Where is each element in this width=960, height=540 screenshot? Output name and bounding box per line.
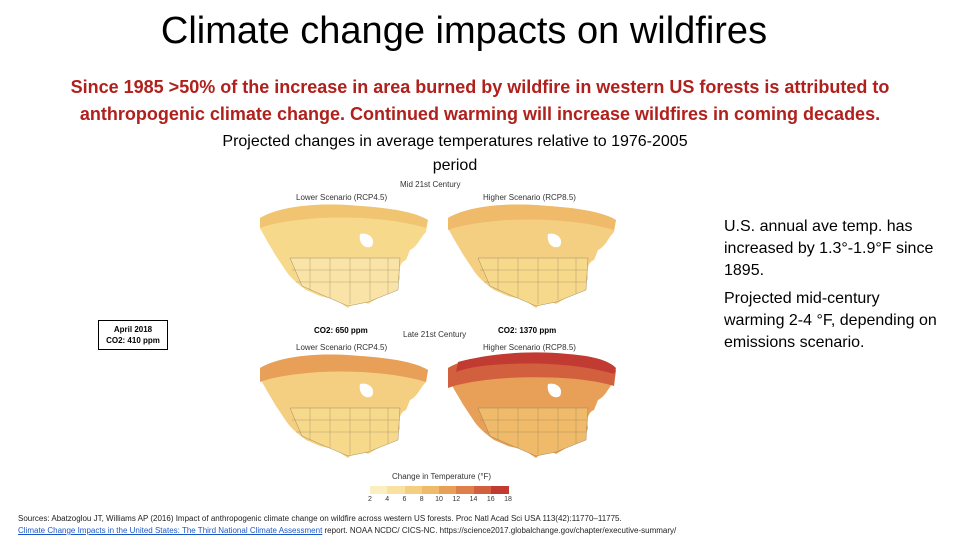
legend-swatch [421, 486, 440, 494]
us-temp-increase-text: U.S. annual ave temp. has increased by 1… [724, 218, 934, 279]
late-higher-scenario-label: Higher Scenario (RCP8.5) [483, 343, 576, 352]
temperature-legend: 2 4 6 8 10 12 14 16 18 [368, 486, 512, 510]
mid-higher-scenario-label: Higher Scenario (RCP8.5) [483, 193, 576, 202]
sources: Sources: Abatzoglou JT, Williams AP (201… [18, 513, 938, 537]
mid-lower-scenario-label: Lower Scenario (RCP4.5) [296, 193, 388, 202]
mid-century-label: Mid 21st Century [400, 180, 461, 189]
sources-line2: Climate Change Impacts in the United Sta… [18, 525, 938, 537]
legend-tick: 18 [504, 496, 512, 503]
legend-tick: 16 [486, 496, 495, 503]
mid-century-warming-text: Projected mid-century warming 2-4 °F, de… [724, 290, 937, 351]
co2-higher-label: CO2: 1370 ppm [498, 326, 557, 335]
co2-lower-label: CO2: 650 ppm [314, 326, 368, 335]
late-century-label: Late 21st Century [403, 330, 467, 339]
april-box-line1: April 2018 [113, 325, 153, 334]
legend-swatch [473, 486, 492, 494]
legend-tick: 14 [469, 496, 478, 503]
legend-swatch [370, 486, 388, 494]
map-mid-lower [260, 204, 428, 308]
legend-tick: 4 [385, 496, 390, 503]
slide-subtitle: Since 1985 >50% of the increase in area … [70, 77, 890, 124]
legend-tick: 6 [402, 496, 407, 503]
map-late-lower [260, 354, 428, 458]
late-lower-scenario-label: Lower Scenario (RCP4.5) [296, 343, 388, 352]
sources-line1: Sources: Abatzoglou JT, Williams AP (201… [18, 514, 622, 523]
map-late-higher [448, 352, 616, 458]
legend-tick: 12 [452, 496, 461, 503]
slide-title: Climate change impacts on wildfires [160, 10, 768, 52]
map-mid-higher [448, 204, 616, 308]
projection-title: Projected changes in average temperature… [222, 133, 688, 174]
legend-tick: 2 [368, 496, 372, 503]
legend-tick: 10 [435, 496, 443, 503]
legend-swatch [439, 486, 457, 494]
april-2018-box: April 2018 CO2: 410 ppm [98, 320, 168, 350]
nca-report-link[interactable]: Climate Change Impacts in the United Sta… [18, 526, 323, 535]
april-box-line2: CO2: 410 ppm [106, 336, 160, 345]
legend-swatch [404, 486, 423, 494]
legend-swatch [387, 486, 405, 494]
legend-title: Change in Temperature (°F) [392, 472, 492, 481]
sources-line2-rest: report. NOAA NCDC/ CICS-NC. https://scie… [322, 526, 677, 535]
legend-swatch [490, 486, 509, 494]
legend-tick: 8 [419, 496, 424, 503]
legend-swatch [456, 486, 474, 494]
